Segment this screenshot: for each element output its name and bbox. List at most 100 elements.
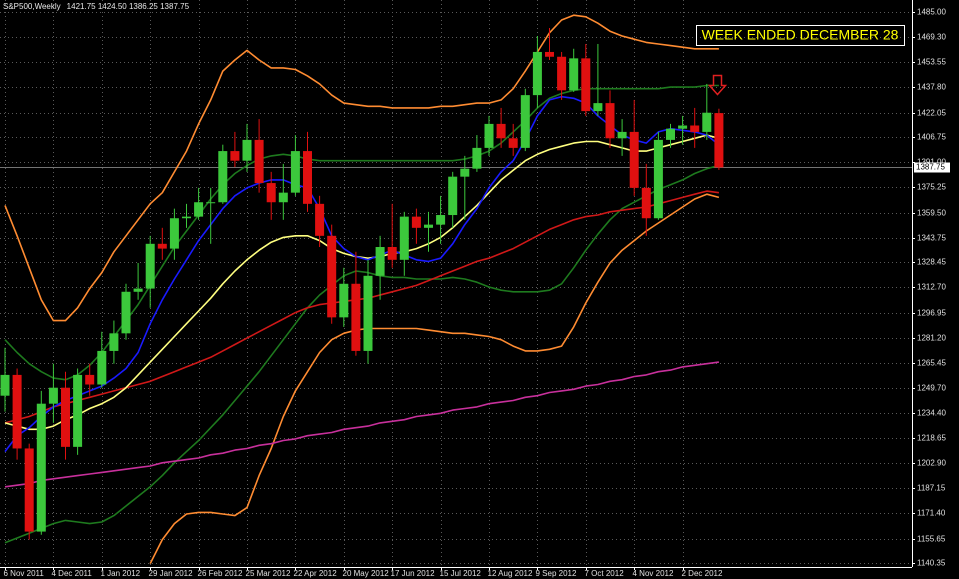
candle-body (460, 168, 470, 177)
y-tick-label: 1234.40 (917, 409, 946, 418)
candle-body (399, 216, 409, 260)
y-tick-label: 1375.25 (917, 183, 946, 192)
indicator-line (4, 14, 719, 322)
y-tick-label: 1296.95 (917, 309, 946, 318)
candle-body (73, 374, 83, 447)
candle-body (266, 183, 276, 203)
candle-body (605, 103, 615, 139)
candle-body (48, 387, 58, 404)
candle-body (303, 151, 312, 204)
candles (0, 27, 724, 540)
candle-body (641, 187, 651, 219)
symbol: S&P500,Weekly (3, 2, 61, 11)
indicator-line (4, 190, 720, 424)
candle-body (278, 192, 288, 203)
candle-body (24, 448, 34, 532)
indicator-line (149, 193, 720, 564)
candle-body (472, 147, 482, 169)
candle-body (206, 202, 216, 204)
candle-body (436, 215, 446, 225)
candle-body (678, 125, 688, 129)
candle-body (218, 151, 228, 203)
x-tick-label: 29 Jan 2012 (149, 569, 194, 578)
candle-body (702, 112, 712, 132)
y-tick-label: 1359.50 (917, 209, 946, 218)
candle-body (230, 151, 240, 161)
candle-body (157, 243, 167, 249)
candle-body (557, 56, 567, 91)
candle-body (569, 58, 579, 91)
candle-body (36, 403, 46, 532)
x-tick-label: 17 Jun 2012 (391, 569, 436, 578)
y-tick-label: 1249.70 (917, 384, 946, 393)
x-tick-label: 2 Dec 2012 (682, 569, 723, 578)
candle-body (0, 374, 10, 396)
candle-body (496, 123, 506, 139)
candle-body (315, 203, 325, 236)
candle-body (351, 283, 361, 351)
candle-body (97, 350, 107, 385)
y-tick-label: 1469.30 (917, 33, 946, 42)
y-tick-label: 1406.75 (917, 133, 946, 142)
x-tick-label: 6 Nov 2011 (4, 569, 45, 578)
chart-title: S&P500,Weekly 1421.75 1424.50 1386.25 138… (3, 2, 190, 11)
x-tick-label: 15 Jul 2012 (440, 569, 482, 578)
candle-body (484, 123, 494, 148)
candle-body (593, 103, 603, 112)
candle-body (169, 218, 179, 249)
x-tick-label: 4 Dec 2011 (52, 569, 93, 578)
indicator-line (4, 361, 720, 488)
y-tick-label: 1453.55 (917, 58, 946, 67)
candle-body (424, 224, 433, 228)
candle-body (194, 202, 204, 217)
candle-body (327, 235, 337, 318)
price-marker-box (914, 162, 950, 173)
y-tick-label: 1328.45 (917, 258, 946, 267)
candle-body (61, 387, 70, 447)
candle-body (520, 95, 530, 148)
candle-body (363, 275, 373, 351)
candle-body (339, 283, 349, 318)
down-arrow (707, 74, 728, 96)
candle-body (375, 247, 385, 276)
candle-body (242, 139, 252, 161)
y-tick-label: 1155.65 (917, 535, 946, 544)
candle-body (133, 288, 143, 292)
candle-body (290, 151, 300, 193)
candle-body (254, 139, 264, 184)
candle-body (629, 131, 639, 188)
y-tick-label: 1422.05 (917, 109, 946, 118)
candle-body (109, 333, 119, 351)
candle-body (653, 139, 663, 219)
y-tick-label: 1140.35 (917, 559, 946, 568)
x-tick-label: 1 Jan 2012 (101, 569, 141, 578)
candle-body (714, 113, 724, 168)
x-tick-label: 4 Nov 2012 (633, 569, 674, 578)
x-tick-label: 20 May 2012 (343, 569, 390, 578)
annotation: WEEK ENDED DECEMBER 28 (702, 27, 899, 43)
candle-body (448, 176, 458, 216)
candle-body (581, 58, 591, 112)
candle-body (411, 216, 421, 228)
x-tick-label: 22 Apr 2012 (294, 569, 338, 578)
candle-body (182, 216, 191, 219)
candle-body (85, 374, 95, 385)
x-tick-label: 9 Sep 2012 (536, 569, 577, 578)
x-tick-label: 12 Aug 2012 (488, 569, 533, 578)
y-tick-label: 1281.20 (917, 334, 946, 343)
candle-body (121, 291, 131, 334)
candle-body (666, 128, 675, 140)
candle-body (387, 247, 397, 260)
indicator-line (4, 95, 720, 453)
y-tick-label: 1391.00 (917, 158, 946, 167)
y-tick-label: 1437.80 (917, 83, 946, 92)
candle-body (12, 374, 22, 449)
y-tick-label: 1218.65 (917, 434, 946, 443)
x-tick-label: 25 Mar 2012 (246, 569, 291, 578)
candle-body (145, 243, 155, 289)
candle-body (508, 138, 518, 148)
y-tick-label: 1187.15 (917, 484, 946, 493)
